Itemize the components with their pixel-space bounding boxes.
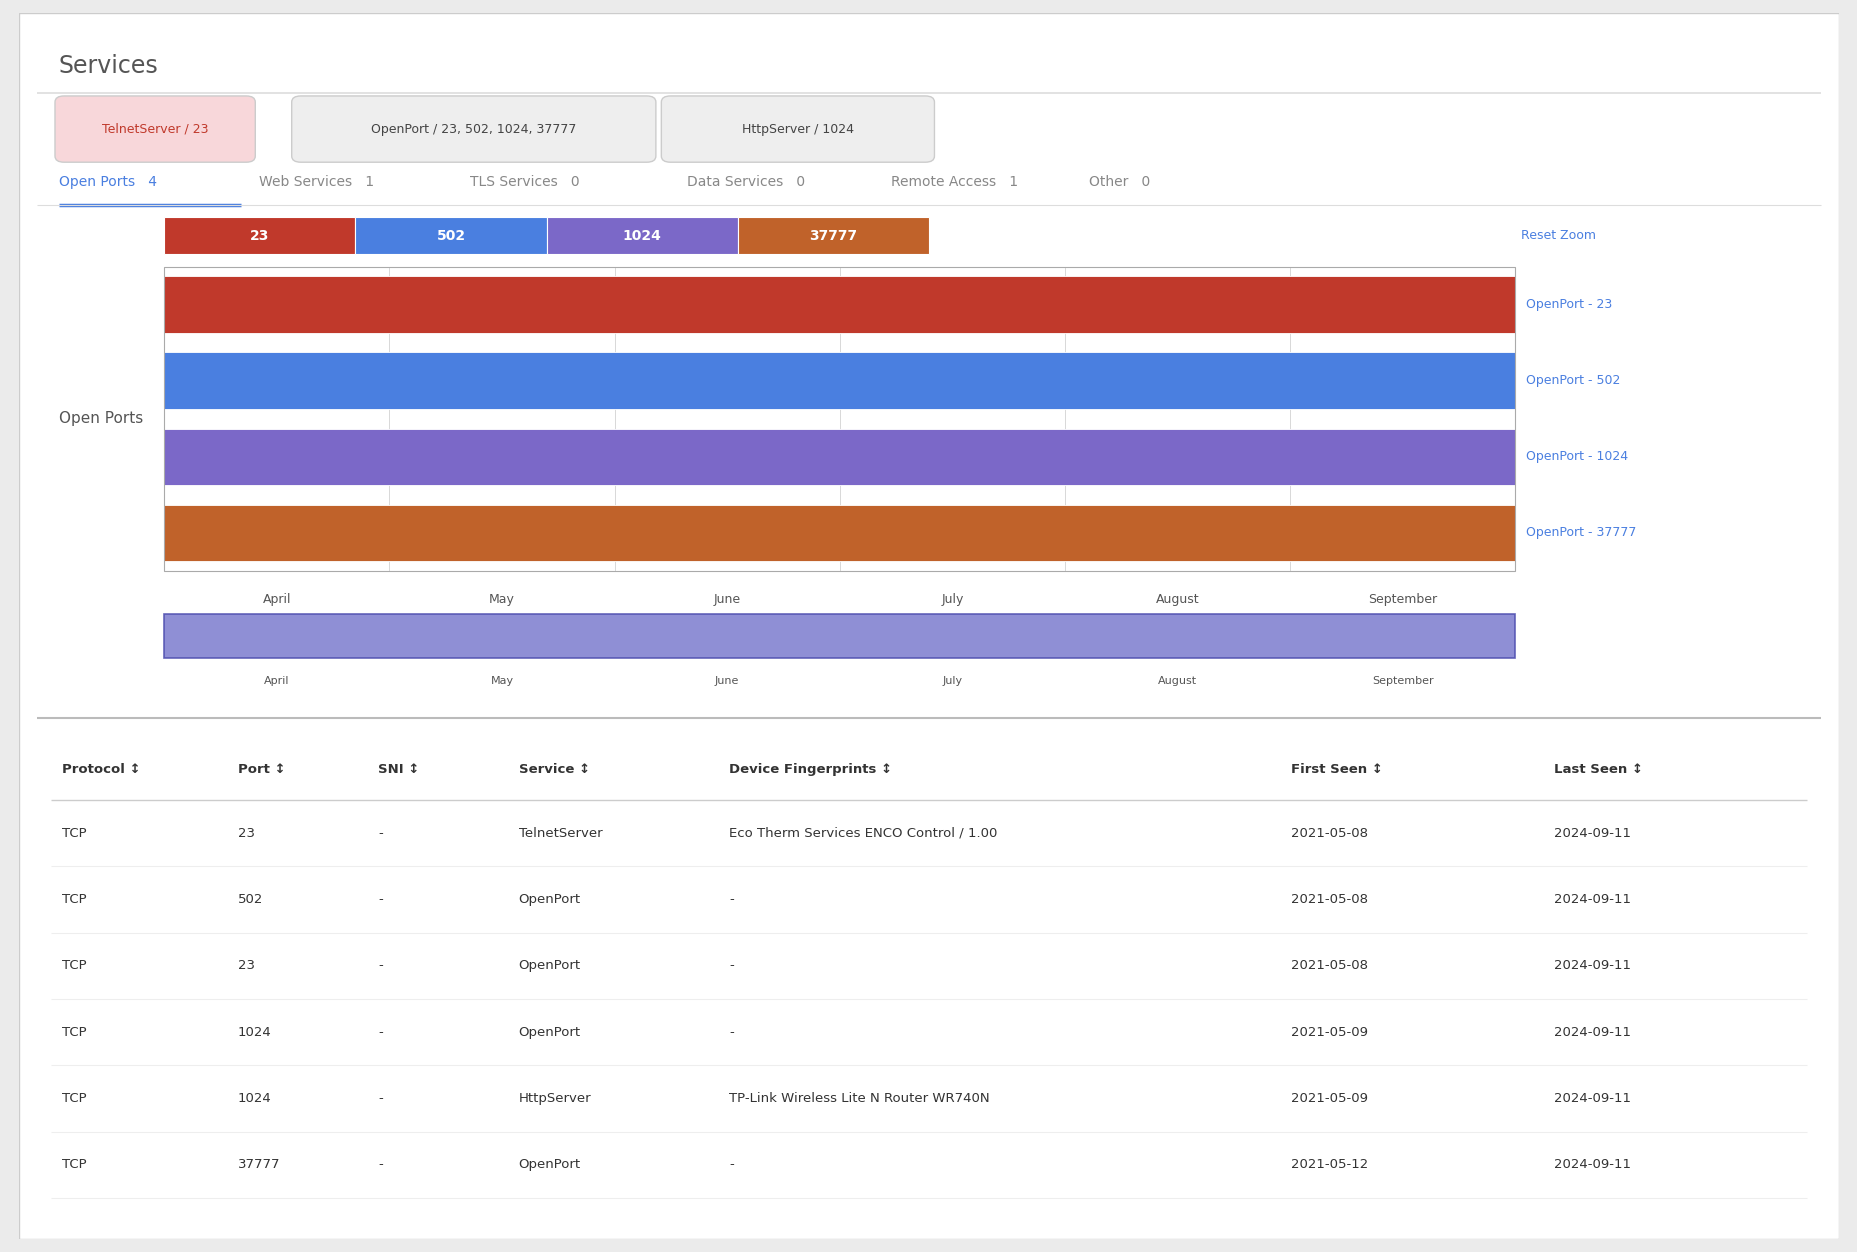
Text: 37777: 37777 <box>238 1158 280 1171</box>
Text: Other   0: Other 0 <box>1088 175 1149 189</box>
Text: SNI ↕: SNI ↕ <box>379 762 420 776</box>
Text: TelnetServer / 23: TelnetServer / 23 <box>102 123 208 135</box>
Text: Data Services   0: Data Services 0 <box>687 175 804 189</box>
Text: 502: 502 <box>436 229 466 243</box>
Text: -: - <box>379 1158 383 1171</box>
Text: 502: 502 <box>238 893 264 906</box>
Text: HttpServer: HttpServer <box>518 1092 591 1104</box>
Text: OpenPort: OpenPort <box>518 1025 581 1039</box>
Text: TP-Link Wireless Lite N Router WR740N: TP-Link Wireless Lite N Router WR740N <box>730 1092 990 1104</box>
Text: September: September <box>1370 676 1434 686</box>
Text: 2024-09-11: 2024-09-11 <box>1554 826 1630 840</box>
Text: 2024-09-11: 2024-09-11 <box>1554 1092 1630 1104</box>
Text: Open Ports   4: Open Ports 4 <box>59 175 156 189</box>
Text: -: - <box>379 1092 383 1104</box>
Text: August: August <box>1155 593 1200 606</box>
Text: TLS Services   0: TLS Services 0 <box>470 175 579 189</box>
Text: June: June <box>715 676 739 686</box>
Text: OpenPort - 1024: OpenPort - 1024 <box>1525 451 1627 463</box>
Text: 2021-05-08: 2021-05-08 <box>1291 893 1367 906</box>
Text: OpenPort - 37777: OpenPort - 37777 <box>1525 526 1636 540</box>
Text: Protocol ↕: Protocol ↕ <box>63 762 141 776</box>
Text: TCP: TCP <box>63 1025 87 1039</box>
Text: TelnetServer: TelnetServer <box>518 826 602 840</box>
Text: 37777: 37777 <box>810 229 858 243</box>
Text: Last Seen ↕: Last Seen ↕ <box>1554 762 1642 776</box>
Bar <box>163 613 1515 657</box>
Text: -: - <box>379 1025 383 1039</box>
Text: August: August <box>1157 676 1196 686</box>
Text: OpenPort: OpenPort <box>518 1158 581 1171</box>
Text: 2024-09-11: 2024-09-11 <box>1554 959 1630 973</box>
FancyBboxPatch shape <box>292 96 656 163</box>
Text: April: April <box>264 676 290 686</box>
Text: TCP: TCP <box>63 826 87 840</box>
Text: First Seen ↕: First Seen ↕ <box>1291 762 1382 776</box>
Text: OpenPort: OpenPort <box>518 959 581 973</box>
Text: OpenPort - 502: OpenPort - 502 <box>1525 374 1619 387</box>
Text: April: April <box>262 593 292 606</box>
Text: 2021-05-09: 2021-05-09 <box>1291 1092 1367 1104</box>
Text: 23: 23 <box>251 229 269 243</box>
FancyBboxPatch shape <box>56 96 254 163</box>
Text: May: May <box>488 593 514 606</box>
Text: 2024-09-11: 2024-09-11 <box>1554 1158 1630 1171</box>
Text: TCP: TCP <box>63 893 87 906</box>
Text: July: July <box>941 676 962 686</box>
Text: -: - <box>379 826 383 840</box>
Bar <box>355 218 546 254</box>
Text: Service ↕: Service ↕ <box>518 762 589 776</box>
Bar <box>163 505 1515 561</box>
Bar <box>163 353 1515 408</box>
Text: Web Services   1: Web Services 1 <box>258 175 373 189</box>
Bar <box>163 267 1515 571</box>
Text: 23: 23 <box>238 826 254 840</box>
Text: TCP: TCP <box>63 1092 87 1104</box>
Text: -: - <box>730 893 734 906</box>
Text: Remote Access   1: Remote Access 1 <box>890 175 1018 189</box>
FancyBboxPatch shape <box>661 96 934 163</box>
Text: -: - <box>730 959 734 973</box>
Text: Eco Therm Services ENCO Control / 1.00: Eco Therm Services ENCO Control / 1.00 <box>730 826 997 840</box>
Text: 2024-09-11: 2024-09-11 <box>1554 1025 1630 1039</box>
Text: 1024: 1024 <box>238 1025 271 1039</box>
Bar <box>546 218 737 254</box>
Text: Open Ports: Open Ports <box>59 411 143 426</box>
Text: Services: Services <box>59 54 158 78</box>
Text: Port ↕: Port ↕ <box>238 762 286 776</box>
Text: -: - <box>730 1025 734 1039</box>
Text: September: September <box>1367 593 1437 606</box>
Text: 2021-05-12: 2021-05-12 <box>1291 1158 1367 1171</box>
Text: OpenPort - 23: OpenPort - 23 <box>1525 298 1612 310</box>
Text: 23: 23 <box>238 959 254 973</box>
Text: TCP: TCP <box>63 959 87 973</box>
Text: May: May <box>490 676 513 686</box>
Bar <box>737 218 928 254</box>
Text: 2024-09-11: 2024-09-11 <box>1554 893 1630 906</box>
Text: HttpServer / 1024: HttpServer / 1024 <box>741 123 854 135</box>
Bar <box>163 218 355 254</box>
Text: TCP: TCP <box>63 1158 87 1171</box>
Text: 2021-05-08: 2021-05-08 <box>1291 959 1367 973</box>
Text: -: - <box>379 893 383 906</box>
Text: -: - <box>379 959 383 973</box>
Text: Device Fingerprints ↕: Device Fingerprints ↕ <box>730 762 891 776</box>
Text: OpenPort / 23, 502, 1024, 37777: OpenPort / 23, 502, 1024, 37777 <box>371 123 576 135</box>
Bar <box>163 277 1515 333</box>
Text: June: June <box>713 593 741 606</box>
Text: 2021-05-09: 2021-05-09 <box>1291 1025 1367 1039</box>
Text: -: - <box>730 1158 734 1171</box>
Text: OpenPort: OpenPort <box>518 893 581 906</box>
Text: 1024: 1024 <box>238 1092 271 1104</box>
Text: 2021-05-08: 2021-05-08 <box>1291 826 1367 840</box>
Text: 1024: 1024 <box>622 229 661 243</box>
Text: July: July <box>941 593 964 606</box>
Bar <box>163 428 1515 485</box>
Text: Reset Zoom: Reset Zoom <box>1519 229 1595 243</box>
